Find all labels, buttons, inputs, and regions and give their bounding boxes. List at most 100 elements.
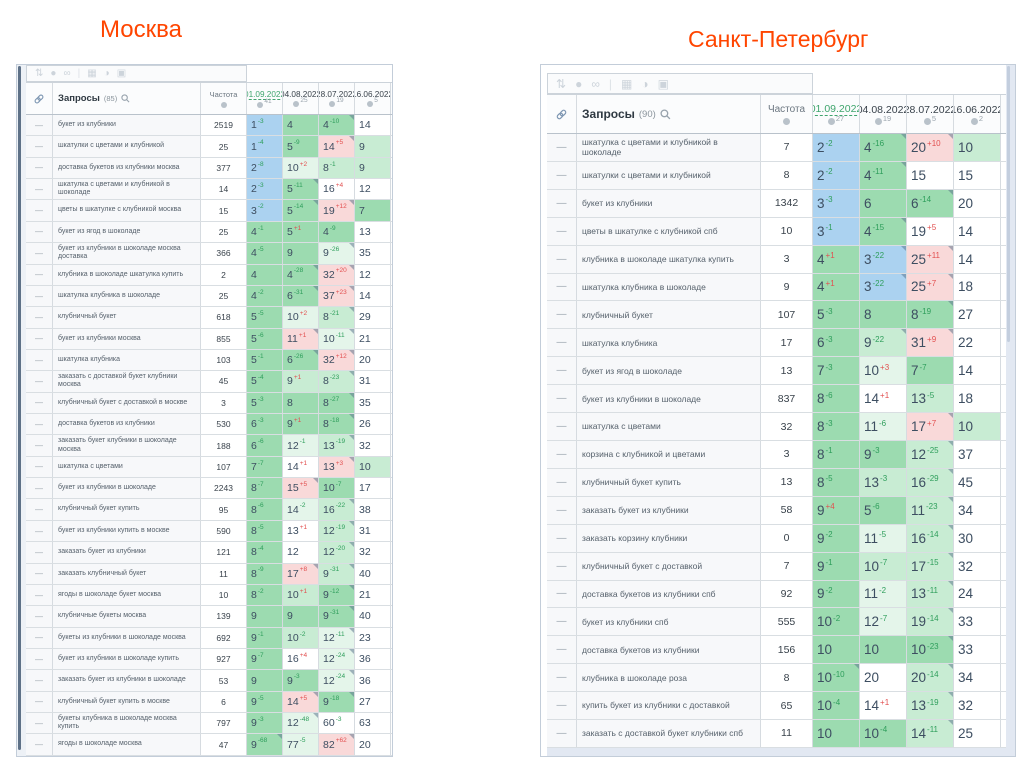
position-cell[interactable]: 23 xyxy=(355,627,391,648)
query-cell[interactable]: заказать букет из клубники xyxy=(577,496,761,524)
position-cell[interactable]: 14 +1 xyxy=(860,385,907,413)
position-cell[interactable]: 17 xyxy=(355,478,391,499)
query-cell[interactable]: купить букет из клубники с доставкой xyxy=(577,692,761,720)
row-drag-handle[interactable]: — xyxy=(26,328,53,349)
query-cell[interactable]: букет из клубники в шоколаде москва дост… xyxy=(53,243,201,264)
visibility-icon[interactable]: ● xyxy=(575,76,583,91)
position-cell[interactable]: 4 -15 xyxy=(860,217,907,245)
position-cell[interactable]: 5 -6 xyxy=(860,496,907,524)
row-drag-handle[interactable]: — xyxy=(547,413,577,440)
position-cell[interactable]: 10 -23 xyxy=(907,636,954,664)
query-cell[interactable]: заказать с доставкой букет клубники спб xyxy=(577,720,761,747)
position-cell[interactable]: 3 -22 xyxy=(860,273,907,301)
position-cell[interactable]: 18 xyxy=(954,273,1001,301)
position-cell[interactable]: 12 -11 xyxy=(319,627,355,648)
position-cell[interactable]: 9 -31 xyxy=(319,606,355,627)
scrollbar-thumb[interactable] xyxy=(18,66,21,751)
position-cell[interactable]: 12 -19 xyxy=(319,520,355,542)
position-cell[interactable]: 2 -2 xyxy=(813,134,860,161)
position-cell[interactable]: 13 +1 xyxy=(283,520,319,542)
position-cell[interactable]: 4 -5 xyxy=(247,243,283,264)
position-cell[interactable]: 4 +1 xyxy=(813,245,860,273)
position-cell[interactable]: 8 -21 xyxy=(319,307,355,328)
position-cell[interactable]: 60 -3 xyxy=(319,713,355,734)
position-cell[interactable]: 45 xyxy=(954,468,1001,496)
queries-header[interactable]: Запросы (85) xyxy=(53,83,201,114)
position-cell[interactable]: 10 xyxy=(860,636,907,664)
query-cell[interactable]: цветы в шкатулке с клубникой москва xyxy=(53,200,201,221)
position-cell[interactable]: 8 -6 xyxy=(247,499,283,520)
query-cell[interactable]: клубничные букеты москва xyxy=(53,606,201,627)
position-cell[interactable]: 19 +5 xyxy=(907,217,954,245)
sort-icon[interactable]: ⇅ xyxy=(556,76,567,91)
position-cell[interactable]: 32 xyxy=(355,435,391,456)
position-cell[interactable]: 9 -22 xyxy=(860,329,907,357)
row-drag-handle[interactable]: — xyxy=(26,648,53,670)
position-cell[interactable]: 8 xyxy=(860,301,907,329)
position-cell[interactable]: 9 xyxy=(247,606,283,627)
position-cell[interactable]: 12 -20 xyxy=(319,542,355,563)
query-cell[interactable]: корзина с клубникой и цветами xyxy=(577,440,761,468)
calculator-icon[interactable]: ▦ xyxy=(87,67,97,79)
position-cell[interactable]: 5 -9 xyxy=(283,136,319,157)
position-cell[interactable]: 14 xyxy=(954,245,1001,273)
position-cell[interactable]: 16 -29 xyxy=(907,468,954,496)
position-cell[interactable]: 5 +1 xyxy=(283,221,319,243)
position-cell[interactable]: 35 xyxy=(355,392,391,414)
position-cell[interactable]: 10 -4 xyxy=(860,720,907,747)
row-drag-handle[interactable]: — xyxy=(26,563,53,584)
row-drag-handle[interactable]: — xyxy=(26,734,53,755)
position-cell[interactable]: 12 -24 xyxy=(319,670,355,691)
query-cell[interactable]: букет из клубники в шоколаде купить xyxy=(53,648,201,670)
position-cell[interactable]: 15 xyxy=(954,161,1001,189)
query-cell[interactable]: шкатулка с цветами xyxy=(53,456,201,478)
position-cell[interactable]: 7 -3 xyxy=(813,357,860,385)
position-cell[interactable]: 13 -19 xyxy=(319,435,355,456)
position-cell[interactable]: 16 +4 xyxy=(319,179,355,200)
position-cell[interactable]: 16 +4 xyxy=(283,648,319,670)
position-cell[interactable]: 5 -5 xyxy=(247,307,283,328)
row-drag-handle[interactable]: — xyxy=(26,542,53,563)
query-cell[interactable]: букет из клубники купить в москве xyxy=(53,520,201,542)
query-cell[interactable]: заказать клубничный букет xyxy=(53,563,201,584)
position-cell[interactable]: 14 -11 xyxy=(907,720,954,747)
position-cell[interactable]: 5 -3 xyxy=(813,301,860,329)
position-cell[interactable]: 12 -7 xyxy=(860,608,907,636)
query-cell[interactable]: шкатулка клубника в шоколаде xyxy=(577,273,761,301)
position-cell[interactable]: 32 xyxy=(355,542,391,563)
row-drag-handle[interactable]: — xyxy=(26,520,53,542)
position-cell[interactable]: 9 -3 xyxy=(283,670,319,691)
position-cell[interactable]: 6 -31 xyxy=(283,285,319,307)
position-cell[interactable]: 4 -9 xyxy=(319,221,355,243)
row-drag-handle[interactable]: — xyxy=(26,115,53,136)
query-cell[interactable]: цветы в шкатулке с клубникой спб xyxy=(577,217,761,245)
position-cell[interactable]: 8 -1 xyxy=(319,157,355,179)
query-cell[interactable]: клубничный букет с доставкой xyxy=(577,552,761,580)
position-cell[interactable]: 5 -11 xyxy=(283,179,319,200)
row-drag-handle[interactable]: — xyxy=(547,273,577,301)
position-cell[interactable]: 17 -15 xyxy=(907,552,954,580)
contrast-icon[interactable]: ◑ xyxy=(641,76,649,91)
position-cell[interactable]: 11 -2 xyxy=(860,580,907,608)
position-cell[interactable]: 8 -19 xyxy=(907,301,954,329)
position-cell[interactable]: 20 xyxy=(355,734,391,755)
position-cell[interactable]: 10 -11 xyxy=(319,328,355,349)
query-cell[interactable]: шкатулки с цветами и клубникой xyxy=(577,161,761,189)
position-cell[interactable]: 8 -9 xyxy=(247,563,283,584)
position-cell[interactable]: 4 -1 xyxy=(247,221,283,243)
position-cell[interactable]: 10 +3 xyxy=(860,357,907,385)
row-drag-handle[interactable]: — xyxy=(26,435,53,456)
row-drag-handle[interactable]: — xyxy=(26,307,53,328)
position-cell[interactable]: 14 xyxy=(355,285,391,307)
position-cell[interactable]: 19 -14 xyxy=(907,608,954,636)
row-drag-handle[interactable]: — xyxy=(547,496,577,524)
position-cell[interactable]: 36 xyxy=(355,648,391,670)
position-cell[interactable]: 2 -3 xyxy=(247,179,283,200)
query-cell[interactable]: заказать букет из клубники в шоколаде xyxy=(53,670,201,691)
position-cell[interactable]: 10 +2 xyxy=(283,307,319,328)
position-cell[interactable]: 7 -7 xyxy=(247,456,283,478)
position-cell[interactable]: 8 -3 xyxy=(813,413,860,440)
position-cell[interactable]: 16 -14 xyxy=(907,524,954,552)
